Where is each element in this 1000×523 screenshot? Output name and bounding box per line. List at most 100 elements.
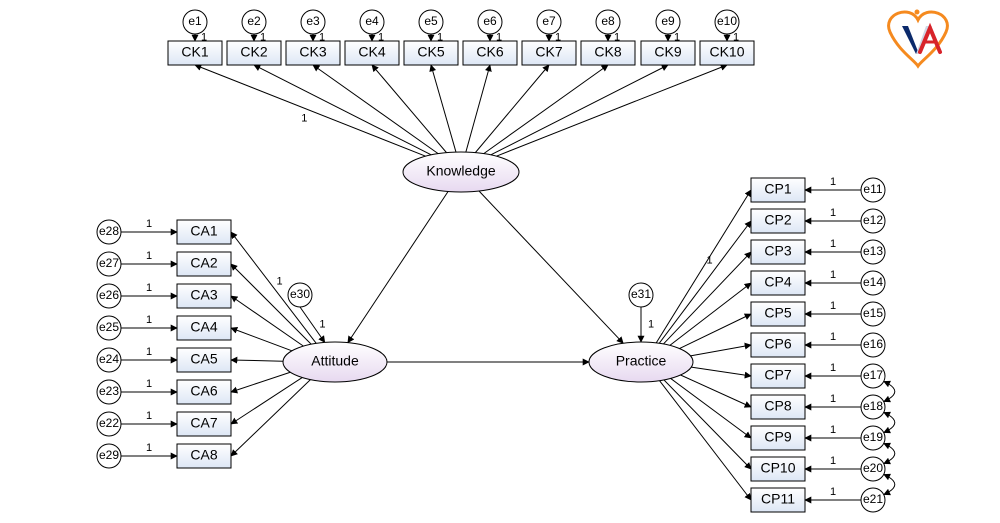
svg-text:1: 1 <box>146 218 152 230</box>
svg-text:CP7: CP7 <box>764 367 791 383</box>
svg-text:1: 1 <box>830 362 836 374</box>
svg-text:e22: e22 <box>99 416 119 430</box>
svg-text:Knowledge: Knowledge <box>426 163 495 179</box>
svg-text:1: 1 <box>733 31 739 43</box>
svg-text:e25: e25 <box>99 320 119 334</box>
svg-text:1: 1 <box>830 238 836 250</box>
svg-text:1: 1 <box>201 31 207 43</box>
svg-text:CP9: CP9 <box>764 429 791 445</box>
svg-text:1: 1 <box>146 442 152 454</box>
svg-text:e3: e3 <box>306 14 320 28</box>
svg-text:CK9: CK9 <box>654 44 681 60</box>
svg-text:1: 1 <box>146 346 152 358</box>
svg-text:e20: e20 <box>863 461 883 475</box>
svg-text:e26: e26 <box>99 288 119 302</box>
svg-text:e11: e11 <box>863 182 882 196</box>
svg-text:CA3: CA3 <box>190 287 217 303</box>
corr-e17-e18 <box>884 381 895 401</box>
svg-text:1: 1 <box>319 31 325 43</box>
svg-text:e6: e6 <box>483 14 497 28</box>
svg-text:e16: e16 <box>863 337 883 351</box>
svg-text:CK10: CK10 <box>709 44 744 60</box>
svg-text:1: 1 <box>378 31 384 43</box>
svg-text:CK7: CK7 <box>535 44 562 60</box>
svg-text:1: 1 <box>830 176 836 188</box>
corr-e19-e20 <box>884 443 895 463</box>
svg-text:1: 1 <box>648 318 654 330</box>
svg-text:CP8: CP8 <box>764 398 791 414</box>
svg-text:CP2: CP2 <box>764 212 791 228</box>
svg-text:1: 1 <box>146 282 152 294</box>
logo-icon <box>889 10 948 67</box>
svg-text:e24: e24 <box>99 352 119 366</box>
svg-text:CK6: CK6 <box>476 44 503 60</box>
svg-text:1: 1 <box>830 300 836 312</box>
svg-text:e1: e1 <box>188 14 202 28</box>
svg-text:e17: e17 <box>863 368 883 382</box>
svg-text:e27: e27 <box>99 256 119 270</box>
svg-text:CA2: CA2 <box>190 255 217 271</box>
svg-text:1: 1 <box>146 378 152 390</box>
svg-text:e23: e23 <box>99 384 119 398</box>
svg-text:CP4: CP4 <box>764 274 791 290</box>
svg-text:CK5: CK5 <box>417 44 444 60</box>
sem-diagram: KnowledgeAttitudePracticee301e311CK111e1… <box>0 0 1000 523</box>
svg-text:CA7: CA7 <box>190 415 217 431</box>
svg-text:e18: e18 <box>863 399 883 413</box>
svg-text:CA5: CA5 <box>190 351 217 367</box>
svg-text:CK8: CK8 <box>594 44 621 60</box>
svg-text:1: 1 <box>830 424 836 436</box>
svg-text:1: 1 <box>146 410 152 422</box>
svg-text:1: 1 <box>674 31 680 43</box>
svg-text:CA1: CA1 <box>190 223 217 239</box>
svg-text:1: 1 <box>146 314 152 326</box>
svg-text:1: 1 <box>319 319 325 331</box>
svg-text:e8: e8 <box>601 14 615 28</box>
svg-text:e14: e14 <box>863 275 883 289</box>
svg-text:CP11: CP11 <box>761 491 795 507</box>
corr-e20-e21 <box>884 474 895 494</box>
svg-text:CK4: CK4 <box>358 44 385 60</box>
svg-text:e28: e28 <box>99 224 119 238</box>
svg-text:e29: e29 <box>99 448 119 462</box>
svg-text:e7: e7 <box>542 14 556 28</box>
svg-text:e9: e9 <box>661 14 675 28</box>
svg-text:1: 1 <box>555 31 561 43</box>
svg-text:e15: e15 <box>863 306 883 320</box>
svg-text:1: 1 <box>260 31 266 43</box>
svg-text:1: 1 <box>830 269 836 281</box>
svg-text:1: 1 <box>146 250 152 262</box>
svg-text:CK1: CK1 <box>181 44 208 60</box>
svg-text:1: 1 <box>614 31 620 43</box>
svg-text:e2: e2 <box>247 14 261 28</box>
svg-text:e10: e10 <box>717 14 737 28</box>
svg-text:e12: e12 <box>863 213 883 227</box>
svg-text:CA8: CA8 <box>190 447 217 463</box>
svg-text:1: 1 <box>830 455 836 467</box>
svg-text:e19: e19 <box>863 430 883 444</box>
svg-text:CK2: CK2 <box>240 44 267 60</box>
corr-e18-e19 <box>884 412 895 432</box>
svg-text:CK3: CK3 <box>299 44 326 60</box>
svg-text:CP5: CP5 <box>764 305 791 321</box>
svg-text:1: 1 <box>830 331 836 343</box>
svg-text:CP6: CP6 <box>764 336 791 352</box>
svg-text:e30: e30 <box>290 287 310 301</box>
svg-text:Practice: Practice <box>616 353 667 369</box>
svg-text:CA4: CA4 <box>190 319 217 335</box>
svg-text:1: 1 <box>496 31 502 43</box>
svg-text:1: 1 <box>830 207 836 219</box>
svg-text:1: 1 <box>707 254 713 266</box>
svg-text:e4: e4 <box>365 14 379 28</box>
svg-text:CP1: CP1 <box>764 181 791 197</box>
svg-text:e31: e31 <box>631 287 651 301</box>
svg-text:CP3: CP3 <box>764 243 791 259</box>
svg-text:1: 1 <box>830 393 836 405</box>
svg-text:CA6: CA6 <box>190 383 217 399</box>
svg-text:1: 1 <box>301 112 307 124</box>
svg-text:e13: e13 <box>863 244 883 258</box>
svg-text:CP10: CP10 <box>760 460 795 476</box>
svg-text:1: 1 <box>437 31 443 43</box>
svg-text:1: 1 <box>277 276 283 288</box>
svg-text:e5: e5 <box>424 14 438 28</box>
